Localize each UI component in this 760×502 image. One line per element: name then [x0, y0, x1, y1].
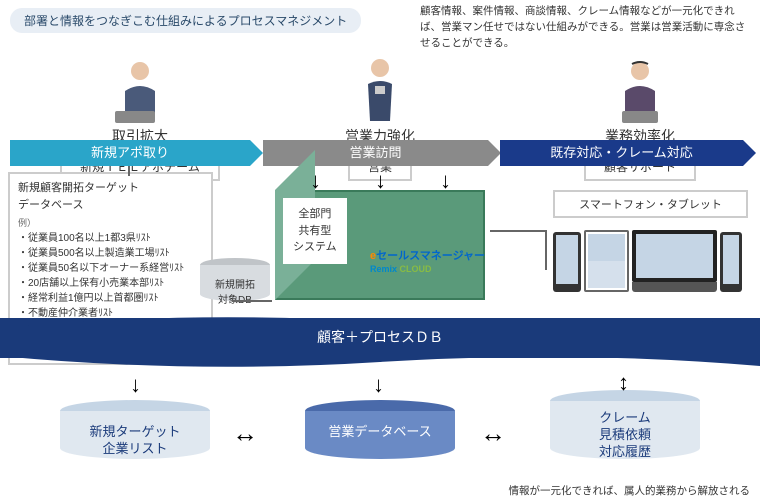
updown-arrow-icon: ↕ — [618, 370, 629, 396]
center-system-label: 全部門 共有型 システム — [283, 198, 347, 264]
target-item: ・経常利益1億円以上首都圏ﾘｽﾄ — [18, 291, 203, 306]
connector-line — [232, 300, 272, 302]
center-logo: eeセールスマネージャー Remix CLOUDセールスマネージャーRemix … — [370, 237, 485, 277]
bidir-arrow-icon: ↔ — [232, 418, 258, 449]
tablet-icon — [584, 230, 629, 292]
wave-top — [0, 310, 760, 328]
down-arrow-icon: ↓ — [440, 168, 451, 194]
down-arrow-icon: ↓ — [373, 372, 384, 398]
arrow-bar-2: 営業訪問 — [263, 140, 488, 166]
down-arrow-icon: ↓ — [130, 372, 141, 398]
arrow-bar-1: 新規アポ取り — [10, 140, 250, 166]
target-item: ・従業員50名以下オーナー系経営ﾘｽﾄ — [18, 261, 203, 276]
target-item: ・20店舗以上保有小売業本部ﾘｽﾄ — [18, 276, 203, 291]
connector-line — [490, 230, 545, 232]
connector-line — [545, 230, 547, 270]
person-phone-icon — [110, 56, 170, 126]
bottom-cyl-1: 新規ターゲット 企業リスト — [60, 400, 210, 470]
person-standing-icon — [350, 56, 410, 126]
mobile-icon — [720, 232, 742, 292]
bottom-cyl-2: 営業データベース — [305, 400, 455, 470]
target-db-title: 新規顧客開拓ターゲット データベース — [18, 180, 203, 213]
laptop-icon — [632, 230, 717, 292]
bottom-cyl-3: クレーム 見積依頼 対応履歴 — [550, 390, 700, 470]
down-arrow-icon: ↓ — [310, 168, 321, 194]
example-label: 例） — [18, 217, 203, 231]
title-badge: 部署と情報をつなぎこむ仕組みによるプロセスマネジメント — [10, 8, 361, 33]
target-item: ・従業員100名以上1都3県ﾘｽﾄ — [18, 231, 203, 246]
connector-line — [128, 166, 130, 176]
target-item: ・従業員500名以上製造業工場ﾘｽﾄ — [18, 246, 203, 261]
person-headset-icon — [610, 56, 670, 126]
device-panel: スマートフォン・タブレット — [553, 190, 748, 292]
device-label: スマートフォン・タブレット — [553, 190, 748, 218]
smartphone-icon — [553, 232, 581, 292]
down-arrow-icon: ↓ — [375, 168, 386, 194]
arrow-bar-3: 既存対応・クレーム対応 — [500, 140, 743, 166]
description-text: 顧客情報、案件情報、商談情報、クレーム情報などが一元化できれば、営業マン任せでは… — [420, 4, 750, 51]
bidir-arrow-icon: ↔ — [480, 418, 506, 449]
footer-note: 情報が一元化できれば、属人的業務から解放される — [509, 483, 751, 498]
